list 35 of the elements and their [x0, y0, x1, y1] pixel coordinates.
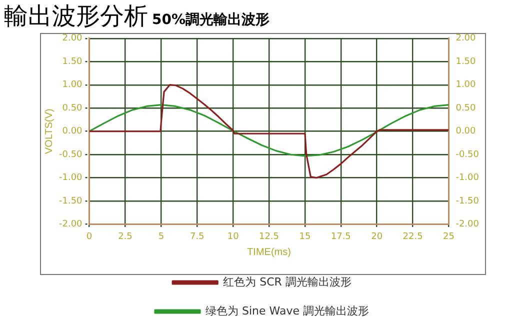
x-tick-label: 17.5: [330, 232, 351, 242]
y-tick-label: 0.50: [62, 103, 83, 114]
x-tick-label: 5: [158, 232, 164, 242]
y2-tick-label: -0.50: [456, 150, 480, 160]
x-tick-label: 0: [86, 232, 92, 242]
y-tick-label: -1.00: [58, 173, 83, 184]
y2-tick-label: 2.00: [456, 34, 476, 44]
y-tick-label: 0.00: [62, 126, 83, 137]
x-tick-label: 15: [299, 232, 311, 242]
y2-tick-label: 1.00: [456, 80, 476, 90]
y-tick-label: -2.00: [58, 220, 83, 230]
y2-tick-label: 1.50: [456, 56, 476, 67]
x-axis-title: TIME(ms): [247, 246, 291, 258]
y2-tick-label: -1.00: [456, 173, 480, 184]
y-tick-label: 1.50: [62, 56, 83, 67]
y-tick-label: 1.00: [62, 80, 83, 90]
chart-title: 輸出波形分析: [4, 2, 148, 30]
y2-tick-label: 0.50: [456, 103, 476, 114]
x-tick-label: 12.5: [258, 232, 280, 242]
x-tick-label: 2.5: [118, 232, 132, 242]
x-tick-label: 7.5: [190, 232, 204, 242]
x-tick-label: 10: [227, 232, 240, 242]
y2-tick-label: -2.00: [456, 220, 480, 230]
chart-subtitle: 50%調光輸出波形: [152, 12, 270, 28]
x-tick-label: 20: [371, 232, 383, 242]
y-axis-title: VOLTS(V): [44, 108, 55, 154]
x-tick-label: 25: [442, 232, 454, 242]
y-tick-label: -0.50: [58, 150, 83, 160]
y-tick-label: 2.00: [62, 34, 83, 44]
x-tick-label: 22.5: [402, 232, 423, 242]
y2-tick-label: -1.50: [456, 196, 480, 206]
y2-tick-label: 0.00: [456, 126, 476, 137]
y-tick-label: -1.50: [58, 196, 83, 206]
legend-label: 绿色为 Sine Wave 調光輸出波形: [206, 304, 369, 318]
legend-label: 红色为 SCR 調光輸出波形: [223, 275, 352, 288]
